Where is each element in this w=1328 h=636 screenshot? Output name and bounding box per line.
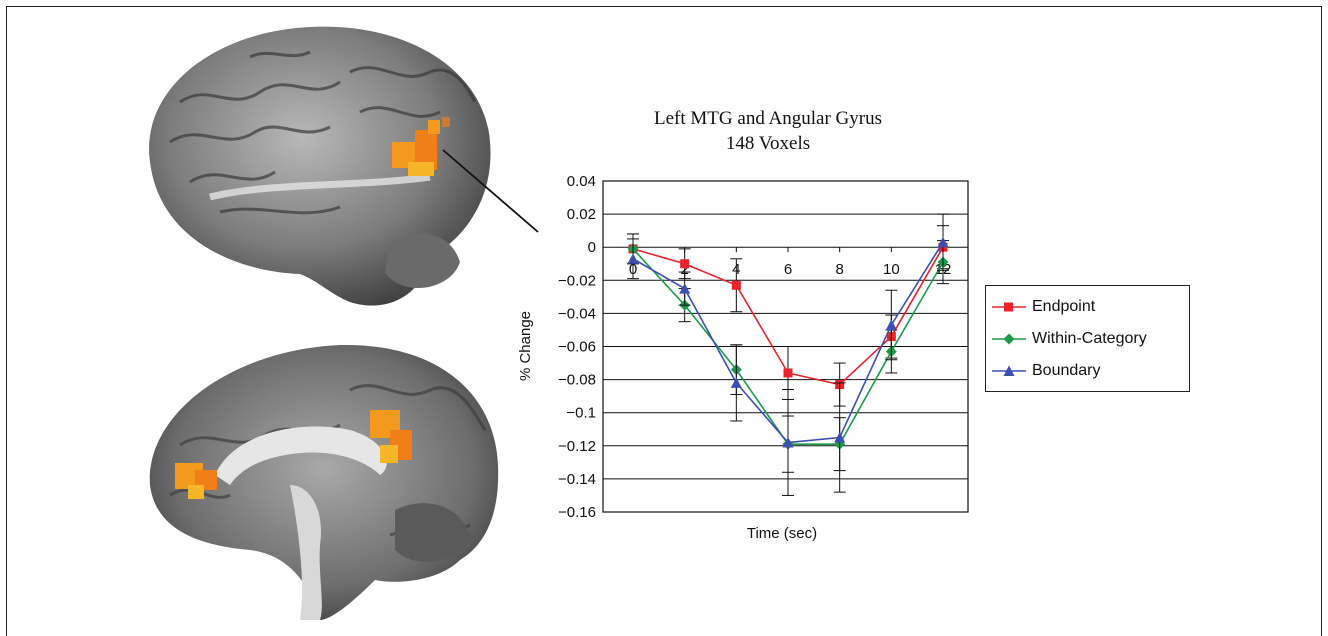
- x-tick-label: 10: [883, 261, 900, 278]
- x-tick-label: 6: [784, 261, 792, 278]
- data-point: [937, 236, 949, 248]
- chart-title: Left MTG and Angular Gyrus 148 Voxels: [598, 106, 938, 156]
- data-point: [730, 377, 742, 388]
- y-tick-label: −0.12: [558, 438, 596, 455]
- data-point: [782, 436, 794, 448]
- legend-item-within-category: Within-Category: [992, 328, 1147, 350]
- legend-item-endpoint: Endpoint: [992, 296, 1095, 318]
- legend-label: Boundary: [1032, 362, 1101, 379]
- data-point: [627, 253, 639, 264]
- x-axis-label: Time (sec): [747, 525, 817, 542]
- legend-label: Endpoint: [1032, 298, 1096, 315]
- y-tick-label: 0.02: [567, 206, 596, 223]
- data-point: [731, 280, 741, 290]
- medial-brain-image: [149, 344, 499, 620]
- y-tick-label: −0.14: [558, 471, 596, 488]
- y-tick-label: −0.06: [558, 339, 596, 356]
- y-tick-label: −0.08: [558, 372, 596, 389]
- y-tick-label: −0.02: [558, 272, 596, 289]
- data-point: [885, 319, 897, 330]
- y-tick-label: −0.1: [566, 405, 596, 422]
- data-point: [679, 283, 691, 294]
- diamond-marker-icon: [992, 333, 1026, 345]
- y-tick-label: 0: [588, 239, 596, 256]
- pointer-line: [442, 149, 539, 233]
- chart-title-line-1: Left MTG and Angular Gyrus: [654, 108, 882, 129]
- plot-area: 0.04 0.02 0 −0.02 −0.04 −0.06 −0.08 −0.1 −0.12 −0…: [558, 173, 969, 521]
- y-tick-label: 0.04: [567, 173, 596, 190]
- y-tick-label: −0.16: [558, 504, 596, 521]
- y-axis-label: % Change: [517, 311, 534, 381]
- y-tick-label: −0.04: [558, 305, 596, 322]
- triangle-marker-icon: [992, 365, 1026, 376]
- chart-title-line-2: 148 Voxels: [725, 133, 811, 154]
- legend-label: Within-Category: [1032, 330, 1147, 347]
- legend-item-boundary: Boundary: [992, 360, 1101, 382]
- figure-frame: [6, 6, 1322, 636]
- lateral-brain-image: [149, 26, 491, 306]
- activation-cluster: [175, 410, 412, 499]
- legend: Endpoint Within-Category Boundary: [985, 285, 1190, 392]
- plot-border: [602, 180, 969, 513]
- data-point: [783, 368, 793, 378]
- data-point: [680, 259, 690, 269]
- square-marker-icon: [992, 302, 1026, 312]
- activation-cluster: [392, 117, 450, 176]
- data-point: [834, 432, 846, 443]
- x-tick-label: 8: [835, 261, 843, 278]
